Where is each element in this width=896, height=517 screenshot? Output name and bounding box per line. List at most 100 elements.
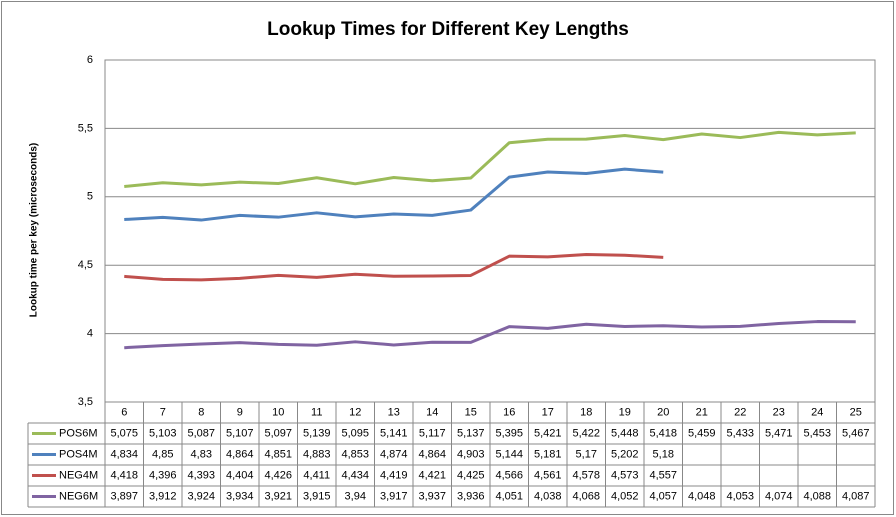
y-tick-label: 3,5 [78, 396, 93, 408]
data-table-cell: 4,404 [226, 469, 254, 481]
data-table-cell: 4,419 [380, 469, 408, 481]
data-table-cell: 5,17 [576, 448, 597, 460]
series-line [124, 167, 664, 222]
y-tick-label: 6 [87, 54, 93, 66]
y-axis-label: Lookup time per key (microseconds) [29, 143, 40, 318]
data-table-cell: 5,137 [457, 427, 485, 439]
series-line [124, 253, 664, 282]
legend-label: POS4M [59, 448, 98, 460]
data-table-cell: 4,074 [765, 490, 793, 502]
data-table-cell: 4,425 [457, 469, 485, 481]
data-table-cell: 5,448 [611, 427, 639, 439]
data-table-cell: 4,864 [226, 448, 254, 460]
data-table-cell: 5,453 [803, 427, 831, 439]
legend-label: NEG6M [59, 490, 98, 502]
series-line [124, 130, 856, 189]
chart-title: Lookup Times for Different Key Lengths [267, 19, 629, 40]
data-table-cell: 5,097 [264, 427, 292, 439]
x-tick-label: 21 [696, 406, 708, 418]
data-table-cell: 3,917 [380, 490, 408, 502]
data-table-cell: 4,068 [572, 490, 600, 502]
data-table-cell: 5,103 [149, 427, 177, 439]
data-table-cell: 3,936 [457, 490, 485, 502]
x-tick-label: 15 [465, 406, 477, 418]
data-table-cell: 4,052 [611, 490, 639, 502]
data-table-cell: 4,903 [457, 448, 485, 460]
data-table-cell: 5,422 [572, 427, 600, 439]
x-tick-label: 9 [237, 406, 243, 418]
x-tick-label: 24 [811, 406, 823, 418]
data-table-cell: 4,578 [572, 469, 600, 481]
series-line [124, 320, 856, 350]
data-table-cell: 3,937 [418, 490, 446, 502]
data-table-cell: 4,088 [803, 490, 831, 502]
y-tick-label: 4 [87, 328, 93, 340]
x-tick-label: 14 [426, 406, 438, 418]
data-table-cell: 4,393 [187, 469, 215, 481]
data-table-cell: 4,051 [495, 490, 523, 502]
x-tick-label: 11 [311, 406, 322, 418]
data-table-cell: 5,421 [534, 427, 562, 439]
data-table-cell: 4,566 [495, 469, 523, 481]
data-table-cell: 5,459 [688, 427, 716, 439]
data-table-cell: 5,395 [495, 427, 523, 439]
data-table-cell: 5,18 [653, 448, 674, 460]
data-table-cell: 5,087 [187, 427, 215, 439]
data-table-cell: 4,853 [341, 448, 369, 460]
x-tick-label: 22 [734, 406, 746, 418]
data-table-cell: 4,874 [380, 448, 408, 460]
data-table-cell: 3,934 [226, 490, 254, 502]
x-tick-label: 7 [160, 406, 166, 418]
y-tick-label: 4,5 [78, 259, 93, 271]
data-table-cell: 5,418 [649, 427, 677, 439]
data-table-cell: 3,915 [303, 490, 331, 502]
x-tick-label: 10 [272, 406, 284, 418]
data-table-cell: 5,144 [495, 448, 523, 460]
data-table-cell: 5,095 [341, 427, 369, 439]
data-table-cell: 5,181 [534, 448, 562, 460]
data-table-cell: 4,83 [191, 448, 212, 460]
x-tick-label: 6 [121, 406, 127, 418]
data-table-cell: 4,561 [534, 469, 562, 481]
data-table-cell: 5,202 [611, 448, 639, 460]
data-table-cell: 5,075 [110, 427, 138, 439]
data-table-cell: 4,864 [418, 448, 446, 460]
data-table-cell: 5,107 [226, 427, 254, 439]
data-table-cell: 3,897 [110, 490, 138, 502]
x-tick-label: 13 [388, 406, 400, 418]
data-table-cell: 4,411 [303, 469, 330, 481]
data-table-cell: 3,921 [264, 490, 292, 502]
data-table-cell: 4,85 [152, 448, 173, 460]
data-table-cell: 4,834 [110, 448, 138, 460]
x-tick-label: 8 [198, 406, 204, 418]
data-table-cell: 3,94 [345, 490, 366, 502]
x-tick-label: 17 [542, 406, 554, 418]
data-table-cell: 3,924 [187, 490, 215, 502]
data-table-cell: 5,139 [303, 427, 331, 439]
data-table-cell: 4,851 [264, 448, 292, 460]
data-table-cell: 5,467 [842, 427, 870, 439]
x-tick-label: 20 [657, 406, 669, 418]
data-table-cell: 3,912 [149, 490, 177, 502]
data-table-cell: 4,057 [649, 490, 677, 502]
data-table-cell: 4,883 [303, 448, 331, 460]
data-table-cell: 4,421 [418, 469, 446, 481]
data-table-cell: 4,396 [149, 469, 177, 481]
x-tick-label: 12 [349, 406, 361, 418]
data-table-cell: 4,418 [110, 469, 138, 481]
data-table-cell: 4,557 [649, 469, 677, 481]
data-table-cell: 5,433 [726, 427, 754, 439]
data-table-cell: 4,087 [842, 490, 870, 502]
legend-label: POS6M [59, 427, 98, 439]
data-table-cell: 4,053 [726, 490, 754, 502]
legend-label: NEG4M [59, 469, 98, 481]
x-tick-label: 23 [773, 406, 785, 418]
y-tick-label: 5,5 [78, 122, 93, 134]
data-table-cell: 4,426 [264, 469, 292, 481]
data-table-cell: 4,434 [341, 469, 369, 481]
data-table-cell: 5,471 [765, 427, 793, 439]
data-table-cell: 4,038 [534, 490, 562, 502]
data-table-cell: 4,048 [688, 490, 716, 502]
